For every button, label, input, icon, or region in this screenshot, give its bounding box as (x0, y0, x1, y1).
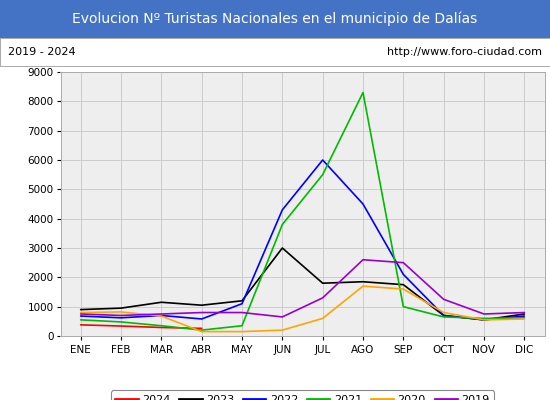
Text: http://www.foro-ciudad.com: http://www.foro-ciudad.com (387, 47, 542, 57)
Text: Evolucion Nº Turistas Nacionales en el municipio de Dalías: Evolucion Nº Turistas Nacionales en el m… (73, 12, 477, 26)
Text: 2019 - 2024: 2019 - 2024 (8, 47, 76, 57)
Legend: 2024, 2023, 2022, 2021, 2020, 2019: 2024, 2023, 2022, 2021, 2020, 2019 (111, 390, 494, 400)
